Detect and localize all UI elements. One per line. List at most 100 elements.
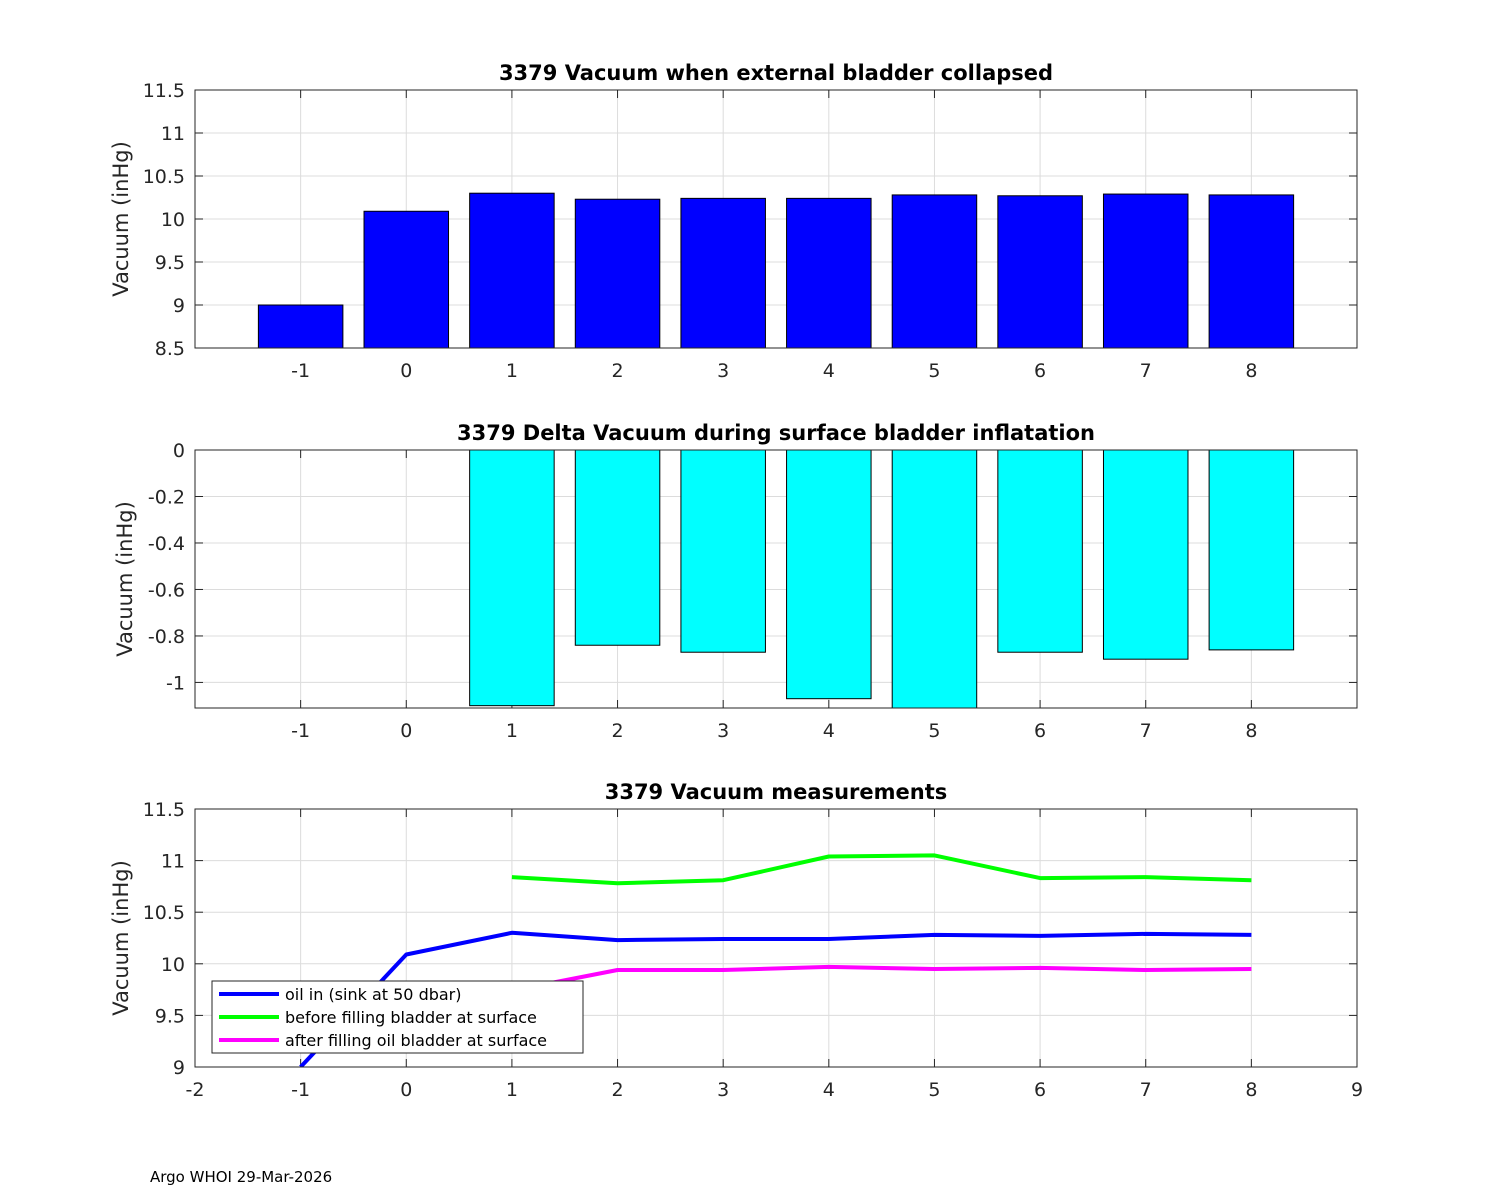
bar-5 [891,194,978,348]
y-tick-label: -0.4 [148,533,185,555]
bar-7 [1102,450,1189,660]
y-tick-label: 11 [161,851,185,873]
bar-2 [574,450,661,646]
x-tick-label: 4 [823,1079,835,1101]
x-tick-label: 4 [823,360,835,382]
panel-vacuum-collapsed: -1 0 1 2 3 4 5 6 7 8 8.5 9 9.5 10 10.5 11 11.5 3379 Vac… [109,61,1358,382]
y-tick-label: 9 [173,295,185,317]
x-tick-label: 3 [717,720,729,742]
x-tick-label: 2 [611,720,623,742]
x-tick-label: 7 [1140,720,1152,742]
bar--1 [257,304,344,348]
bar-8 [1208,194,1295,348]
y-tick-label: 9.5 [155,1005,185,1027]
x-tick-label: 2 [611,360,623,382]
x-tick-label: 1 [506,360,518,382]
bar-6 [997,195,1083,348]
panel-vacuum-measurements: -2 -1 0 1 2 3 4 5 6 7 8 9 9 9.5 10 10.5 11 11.5 3379 Vac… [109,780,1363,1101]
x-tick-label: 8 [1245,720,1257,742]
y-tick-label: 9.5 [155,252,185,274]
axes-frame [194,89,1358,349]
bar-0 [363,210,450,348]
legend-label-oil-in: oil in (sink at 50 dbar) [285,985,462,1004]
y-tick-label: 10 [161,954,185,976]
bar-2 [574,198,661,348]
axes-frame [194,449,1358,709]
bars [469,450,1295,708]
bar-8 [1208,450,1295,651]
bar-3 [680,197,766,348]
y-tick-labels: 8.5 9 9.5 10 10.5 11 11.5 [143,80,185,360]
x-tick-label: 9 [1351,1079,1363,1101]
x-tick-label: -1 [291,360,310,382]
x-tick-label: -1 [291,720,310,742]
x-tick-label: 8 [1245,1079,1257,1101]
y-tick-label: -1 [166,672,185,694]
series-line-2 [511,964,1252,993]
x-tick-label: 7 [1140,360,1152,382]
bar-1 [469,450,555,707]
legend: oil in (sink at 50 dbar) before filling … [211,980,584,1054]
series-line-0 [299,930,1252,1067]
y-tick-label: -0.8 [148,626,185,648]
y-tick-label: 9 [173,1057,185,1079]
y-tick-label: 10.5 [143,166,185,188]
x-tick-labels: -1 0 1 2 3 4 5 6 7 8 [291,360,1257,382]
y-tick-label: -0.6 [148,579,185,601]
x-tick-label: 5 [928,1079,940,1101]
bar-7 [1102,193,1189,348]
y-tick-label: 11.5 [143,799,185,821]
line-group [299,853,1252,1067]
y-axis-label: Vacuum (inHg) [109,141,133,297]
bar-6 [997,450,1083,653]
series-line-1 [511,853,1252,886]
x-tick-label: 5 [928,720,940,742]
chart-title: 3379 Delta Vacuum during surface bladder… [457,421,1095,445]
x-tick-label: 0 [400,720,412,742]
x-tick-label: 3 [717,1079,729,1101]
x-tick-label: -2 [186,1079,205,1101]
x-tick-label: 7 [1140,1079,1152,1101]
footer-credit: Argo WHOI 29-Mar-2026 [150,1168,332,1186]
x-tick-labels: -1 0 1 2 3 4 5 6 7 8 [291,720,1257,742]
y-tick-label: 11.5 [143,80,185,102]
x-tick-label: 0 [400,1079,412,1101]
x-tick-label: 6 [1034,360,1046,382]
x-tick-label: 3 [717,360,729,382]
y-tick-label: 10 [161,209,185,231]
chart-title: 3379 Vacuum measurements [605,780,948,804]
y-tick-label: 10.5 [143,902,185,924]
y-axis-label: Vacuum (inHg) [113,501,137,657]
chart-title: 3379 Vacuum when external bladder collap… [499,61,1053,85]
bar-1 [469,192,555,348]
axes-frame [194,808,1358,1068]
legend-label-after-filling: after filling oil bladder at surface [285,1031,547,1050]
x-tick-label: 4 [823,720,835,742]
y-tick-label: 0 [173,440,185,462]
x-tick-label: 1 [506,1079,518,1101]
series-lines [299,853,1252,1067]
bar-3 [680,450,766,653]
legend-label-before-filling: before filling bladder at surface [285,1008,537,1027]
bar-4 [786,197,872,348]
x-tick-label: 0 [400,360,412,382]
y-tick-label: 8.5 [155,338,185,360]
x-tick-label: 5 [928,360,940,382]
x-tick-label: 6 [1034,720,1046,742]
y-tick-labels: -1 -0.8 -0.6 -0.4 -0.2 0 [148,440,185,694]
x-tick-label: 6 [1034,1079,1046,1101]
bar-group [469,450,1295,708]
panel-delta-vacuum: -1 0 1 2 3 4 5 6 7 8 -1 -0.8 -0.6 -0.4 -0.2 0 3379 Del… [113,421,1358,742]
bar-group [257,192,1295,348]
bar-4 [786,450,872,700]
bars [257,192,1295,348]
y-axis-label: Vacuum (inHg) [109,860,133,1016]
x-tick-label: 8 [1245,360,1257,382]
y-tick-label: -0.2 [148,486,185,508]
x-tick-label: 2 [611,1079,623,1101]
x-tick-labels: -2 -1 0 1 2 3 4 5 6 7 8 9 [186,1079,1364,1101]
bar-5 [891,450,978,708]
x-tick-label: -1 [291,1079,310,1101]
y-tick-label: 11 [161,123,185,145]
